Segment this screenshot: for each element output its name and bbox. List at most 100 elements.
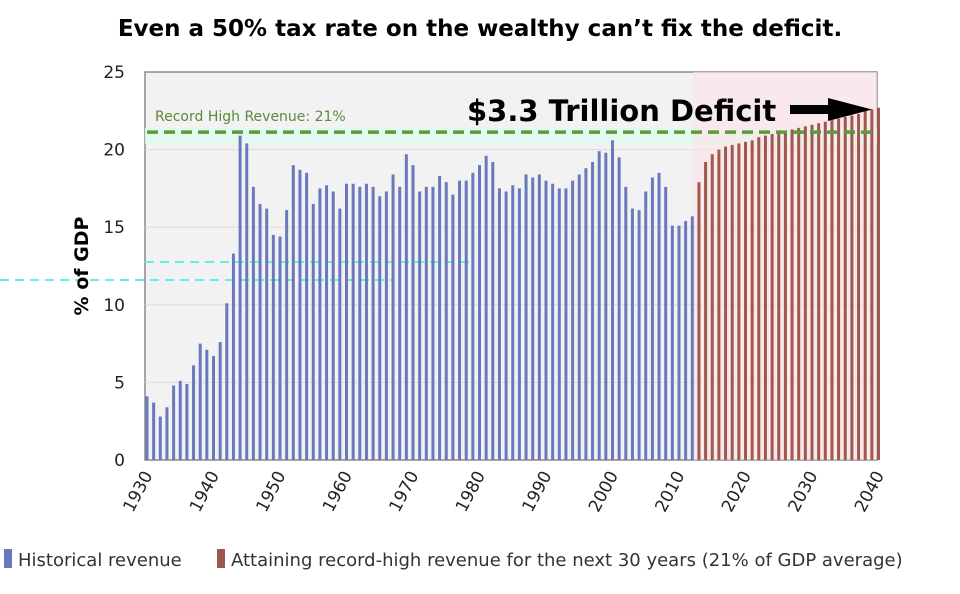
historical-bar [398, 186, 402, 460]
historical-bar [577, 174, 581, 460]
historical-bar [571, 180, 575, 460]
projection-bar [850, 115, 854, 461]
historical-bar [325, 185, 329, 460]
historical-bar [511, 185, 515, 460]
projection-bar [710, 154, 714, 461]
projection-bar [777, 132, 781, 460]
historical-bar [497, 188, 501, 460]
historical-bar [384, 191, 388, 460]
historical-bar [338, 208, 342, 460]
historical-bar [192, 365, 196, 460]
historical-bar [517, 188, 521, 460]
historical-bar [584, 168, 588, 460]
historical-bar [172, 385, 176, 460]
historical-bar [245, 143, 249, 460]
historical-bar [265, 208, 269, 460]
historical-bar [371, 186, 375, 460]
historical-bar [218, 342, 222, 460]
projection-bar [803, 126, 807, 460]
projection-bar [790, 129, 794, 460]
projection-bar [697, 182, 701, 460]
historical-bar [271, 234, 275, 460]
historical-bar [544, 180, 548, 460]
historical-bar [524, 174, 528, 460]
historical-bar [231, 253, 235, 460]
historical-bar [165, 407, 169, 460]
arrow-icon [790, 98, 872, 121]
projection-bar [704, 162, 708, 461]
historical-bar [258, 203, 262, 461]
legend-label-projection: Attaining record-high revenue for the ne… [231, 550, 903, 571]
historical-bar [251, 186, 255, 460]
legend: Historical revenue Attaining record-high… [4, 549, 903, 571]
historical-bar [617, 157, 621, 461]
x-tick-label: 1940 [186, 468, 224, 516]
x-tick-label: 1950 [252, 468, 290, 516]
historical-bar [391, 174, 395, 460]
x-tick-label: 1960 [319, 468, 357, 516]
x-tick-label: 2030 [784, 468, 822, 516]
historical-bar [670, 225, 674, 460]
legend-swatch-projection [217, 549, 225, 568]
historical-bar [225, 303, 229, 460]
x-tick-label: 1990 [518, 468, 556, 516]
historical-bar [418, 191, 422, 460]
historical-bar [364, 183, 368, 460]
x-tick-label: 2020 [718, 468, 756, 516]
projection-bar [837, 118, 841, 460]
historical-bar [677, 225, 681, 460]
historical-bar [657, 172, 661, 460]
x-tick-label: 2010 [651, 468, 689, 516]
projection-bar [717, 149, 721, 460]
historical-bar [471, 172, 475, 460]
x-tick-label: 1970 [385, 468, 423, 516]
historical-bar [238, 135, 242, 460]
historical-bar [298, 169, 302, 460]
x-tick-label: 2040 [851, 468, 889, 516]
historical-bar [564, 188, 568, 460]
projection-bar [763, 135, 767, 460]
historical-bar [411, 165, 415, 460]
historical-bar [504, 191, 508, 460]
historical-bar [484, 155, 488, 461]
historical-bar [611, 140, 614, 460]
projection-bar [770, 134, 774, 460]
projection-bar [857, 113, 861, 461]
x-tick-label: 1980 [452, 468, 490, 516]
historical-bar [404, 154, 408, 461]
historical-bar [212, 356, 215, 460]
projection-bar [863, 110, 867, 461]
historical-bar [650, 177, 654, 460]
historical-bar [537, 174, 541, 460]
historical-bar [152, 402, 156, 460]
x-tick-label: 1930 [119, 468, 157, 516]
projection-bar [877, 107, 880, 461]
projection-bar [797, 127, 801, 460]
historical-bar [205, 349, 209, 460]
historical-bar [424, 186, 428, 460]
historical-bar [637, 210, 641, 460]
historical-bar [311, 203, 315, 461]
historical-bar [478, 165, 481, 460]
historical-bar [178, 380, 182, 460]
projection-bar [730, 144, 734, 460]
historical-bar [158, 416, 162, 460]
projection-bar [737, 143, 741, 460]
historical-bar [531, 177, 535, 460]
projection-bar [750, 140, 754, 460]
y-tick-label: 25 [103, 63, 125, 83]
projection-bar [817, 123, 821, 460]
historical-bar [285, 210, 289, 460]
historical-bar [604, 152, 608, 461]
projection-bar [870, 109, 874, 461]
historical-bar [458, 180, 462, 460]
y-tick-label: 15 [103, 218, 125, 238]
historical-bar [624, 186, 628, 460]
historical-bar [557, 188, 561, 460]
historical-bar [664, 186, 668, 460]
historical-bar [198, 343, 202, 460]
historical-bar [690, 216, 694, 460]
historical-bar [378, 196, 382, 460]
historical-bar [345, 183, 348, 460]
